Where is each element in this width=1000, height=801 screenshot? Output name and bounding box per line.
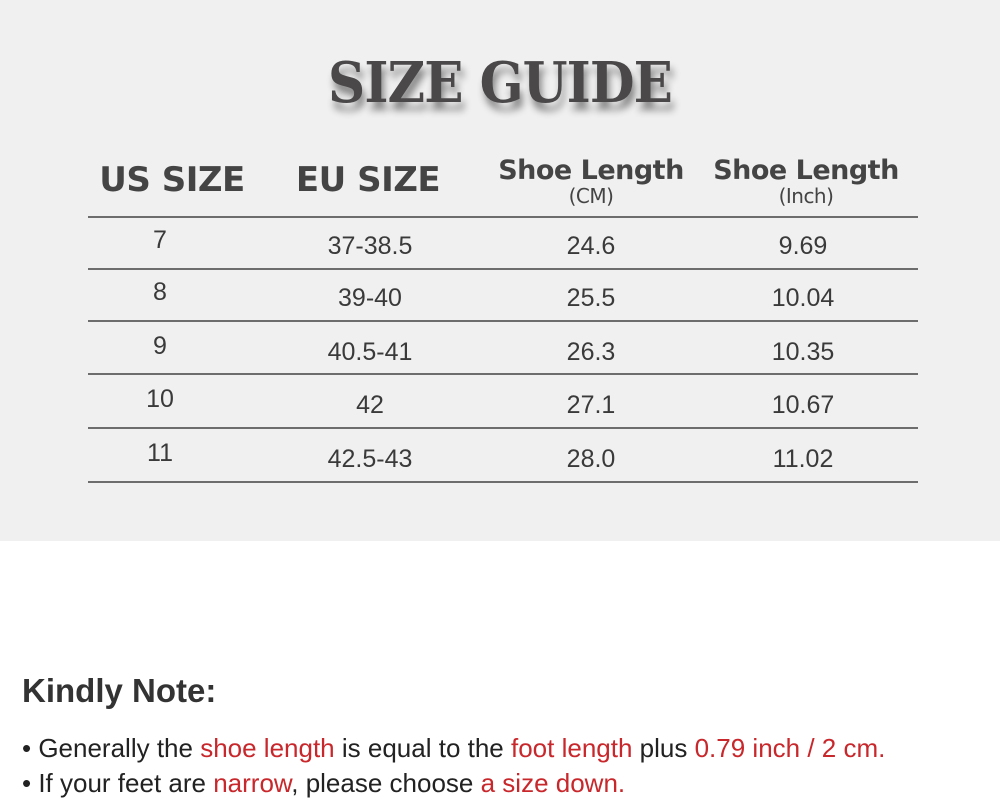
- highlight-text: a size down.: [480, 768, 626, 798]
- table-cell: 9.69: [778, 232, 828, 260]
- table-cell: 10.67: [771, 391, 835, 419]
- table-cell: 10.35: [771, 338, 835, 366]
- table-cell: 24.6: [566, 232, 616, 260]
- table-cell: 11: [147, 439, 173, 467]
- note-line-1: • Generally the shoe length is equal to …: [22, 733, 885, 764]
- note-text: plus: [632, 733, 695, 763]
- header-label: US SIZE: [99, 160, 245, 200]
- table-cell: 25.5: [566, 284, 616, 312]
- header-label: EU SIZE: [295, 160, 441, 200]
- size-guide-panel: [0, 0, 1000, 541]
- table-rule: [88, 427, 918, 429]
- table-cell: 26.3: [566, 338, 616, 366]
- note-title: Kindly Note:: [22, 672, 217, 709]
- header-length-inch: Shoe Length (Inch): [713, 155, 899, 208]
- table-cell: 11.02: [772, 445, 834, 473]
- header-unit: (CM): [568, 184, 614, 208]
- table-cell: 37-38.5: [327, 232, 413, 260]
- table-cell: 9: [153, 332, 167, 360]
- note-text: , please choose: [291, 768, 481, 798]
- highlight-text: foot length: [511, 733, 633, 763]
- note-text: • If your feet are: [22, 768, 214, 798]
- table-rule: [88, 373, 918, 375]
- table-rule: [88, 216, 918, 218]
- page-title: SIZE GUIDE: [328, 50, 673, 116]
- highlight-text: 0.79 inch / 2 cm.: [694, 733, 886, 763]
- highlight-text: narrow: [213, 768, 292, 798]
- table-cell: 28.0: [566, 445, 616, 473]
- table-cell: 10.04: [771, 284, 835, 312]
- header-length-cm: Shoe Length (CM): [498, 155, 684, 208]
- note-line-2: • If your feet are narrow, please choose…: [22, 768, 625, 799]
- header-label: Shoe Length: [713, 155, 899, 186]
- table-cell: 7: [153, 226, 167, 254]
- table-rule: [88, 320, 918, 322]
- table-rule: [88, 268, 918, 270]
- table-cell: 10: [146, 385, 174, 413]
- table-cell: 39-40: [338, 284, 402, 312]
- header-us-size: US SIZE: [99, 160, 245, 200]
- header-eu-size: EU SIZE: [295, 160, 441, 200]
- table-cell: 8: [153, 278, 167, 306]
- table-cell: 27.1: [566, 391, 616, 419]
- note-text: is equal to the: [334, 733, 511, 763]
- table-cell: 40.5-41: [327, 338, 413, 366]
- table-cell: 42.5-43: [327, 445, 413, 473]
- header-unit: (Inch): [778, 184, 834, 208]
- header-label: Shoe Length: [498, 155, 684, 186]
- note-text: • Generally the: [22, 733, 201, 763]
- table-cell: 42: [356, 391, 384, 419]
- highlight-text: shoe length: [200, 733, 335, 763]
- table-rule: [88, 481, 918, 483]
